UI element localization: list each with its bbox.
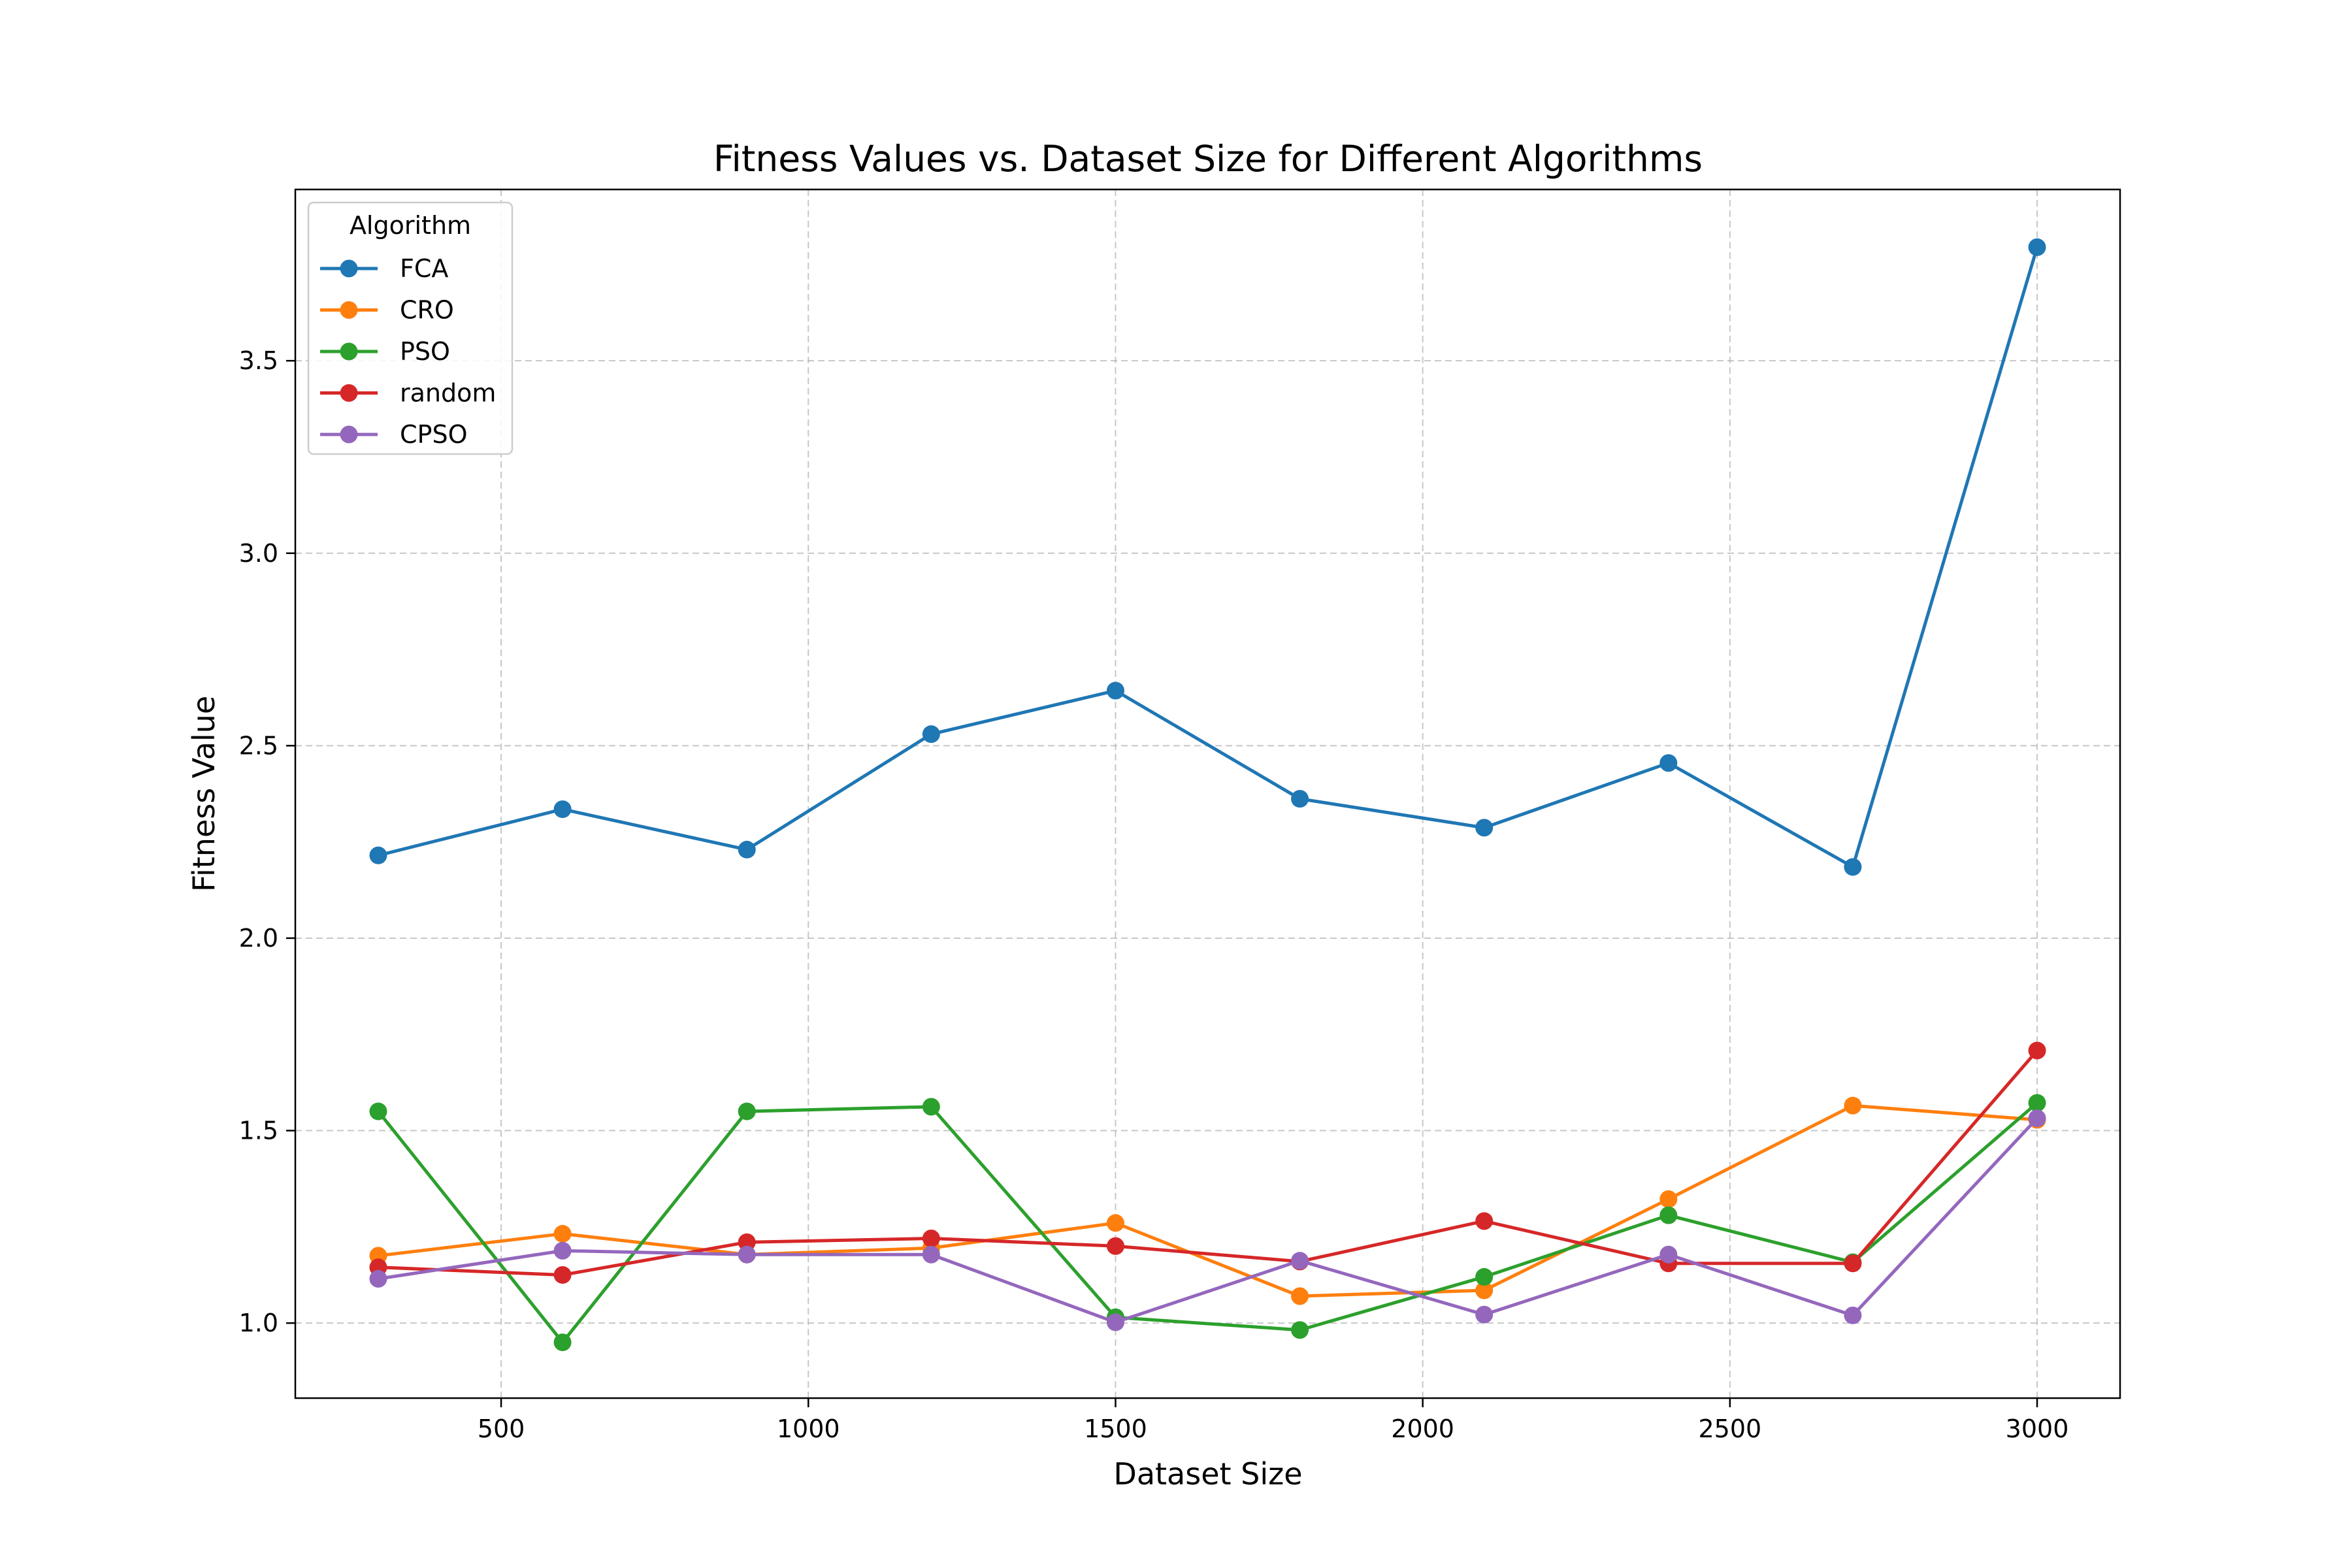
- legend-marker-pso: [340, 342, 358, 361]
- data-point-random: [553, 1266, 572, 1284]
- legend-label-cro: CRO: [400, 296, 454, 325]
- x-tick-label: 500: [478, 1414, 525, 1443]
- legend-marker-cro: [340, 301, 358, 319]
- data-point-fca: [369, 846, 387, 864]
- legend-marker-cpso: [340, 425, 358, 444]
- data-point-cpso: [738, 1245, 756, 1264]
- x-axis-title: Dataset Size: [1113, 1456, 1302, 1492]
- data-point-pso: [1291, 1321, 1309, 1339]
- legend-title: Algorithm: [350, 211, 471, 240]
- data-point-fca: [1106, 681, 1124, 700]
- data-point-pso: [738, 1102, 756, 1120]
- data-point-cro: [1659, 1190, 1678, 1208]
- data-point-cpso: [1291, 1252, 1309, 1270]
- series-line-cro: [376, 1103, 2039, 1298]
- series-line-pso: [376, 1101, 2039, 1345]
- legend-item-fca: FCA: [320, 254, 448, 283]
- y-axis: 1.0 1.5 2.0 2.5 3.0 3.5: [239, 346, 295, 1337]
- y-tick-label: 3.0: [239, 539, 278, 568]
- data-point-fca: [1291, 790, 1309, 808]
- data-point-random: [2028, 1041, 2046, 1060]
- series-cpso: [369, 1109, 2046, 1331]
- x-tick-label: 2000: [1391, 1414, 1454, 1443]
- data-point-fca: [553, 800, 572, 819]
- legend-box: [307, 201, 514, 455]
- data-point-random: [1106, 1237, 1124, 1255]
- data-point-cpso: [1844, 1306, 1862, 1324]
- data-point-pso: [369, 1102, 387, 1120]
- y-tick-label: 3.5: [239, 346, 278, 375]
- chart-title: Fitness Values vs. Dataset Size for Diff…: [713, 138, 1703, 180]
- data-point-random: [1844, 1254, 1862, 1273]
- data-point-pso: [553, 1333, 572, 1352]
- x-axis: 500 1000 1500 2000 2500 3000: [478, 1398, 2069, 1443]
- data-point-pso: [2028, 1094, 2046, 1112]
- data-point-cro: [1475, 1281, 1494, 1299]
- series-line-cpso: [376, 1117, 2039, 1324]
- x-tick-label: 1500: [1084, 1414, 1147, 1443]
- data-point-cpso: [2028, 1109, 2046, 1128]
- y-tick-label: 1.0: [239, 1309, 278, 1337]
- data-point-cro: [1844, 1096, 1862, 1115]
- y-tick-label: 2.0: [239, 924, 278, 953]
- data-point-pso: [1659, 1206, 1678, 1224]
- data-point-random: [922, 1229, 940, 1247]
- legend-item-random: random: [320, 379, 496, 408]
- legend-marker-fca: [340, 259, 358, 278]
- y-tick-label: 1.5: [239, 1117, 278, 1145]
- data-point-fca: [1475, 819, 1494, 837]
- y-axis-title: Fitness Value: [186, 696, 221, 892]
- data-point-fca: [922, 725, 940, 743]
- data-point-cpso: [1659, 1245, 1678, 1264]
- data-point-pso: [922, 1098, 940, 1116]
- data-point-cro: [553, 1224, 572, 1243]
- data-point-cpso: [1106, 1313, 1124, 1331]
- data-point-fca: [738, 840, 756, 858]
- data-point-fca: [1844, 858, 1862, 876]
- series-line-fca: [376, 245, 2039, 869]
- data-point-cro: [1106, 1214, 1124, 1232]
- x-tick-label: 2500: [1698, 1414, 1761, 1443]
- legend-label-fca: FCA: [400, 254, 448, 283]
- x-tick-label: 1000: [777, 1414, 840, 1443]
- data-point-cpso: [369, 1269, 387, 1288]
- legend-item-pso: PSO: [320, 337, 450, 366]
- data-point-cpso: [1475, 1305, 1494, 1324]
- legend-label-cpso: CPSO: [400, 420, 467, 449]
- data-point-cpso: [922, 1245, 940, 1264]
- legend: Algorithm FCA CRO PSO random CPSO: [307, 201, 514, 455]
- legend-label-random: random: [400, 379, 496, 408]
- y-tick-label: 2.5: [239, 731, 278, 760]
- data-point-fca: [2028, 238, 2046, 256]
- legend-marker-random: [340, 384, 358, 402]
- data-point-random: [738, 1233, 756, 1251]
- data-point-cro: [1291, 1287, 1309, 1305]
- legend-label-pso: PSO: [400, 337, 450, 366]
- data-point-fca: [1659, 754, 1678, 772]
- legend-item-cpso: CPSO: [320, 420, 467, 449]
- data-point-pso: [1475, 1267, 1494, 1286]
- data-point-random: [1475, 1212, 1494, 1230]
- series-layer: [369, 238, 2046, 1352]
- plot-frame: [294, 188, 2121, 1399]
- grid: [295, 189, 2120, 1398]
- data-point-cpso: [553, 1241, 572, 1260]
- legend-item-cro: CRO: [320, 296, 454, 325]
- series-line-random: [376, 1049, 2039, 1277]
- series-fca: [369, 238, 2046, 876]
- x-tick-label: 3000: [2006, 1414, 2069, 1443]
